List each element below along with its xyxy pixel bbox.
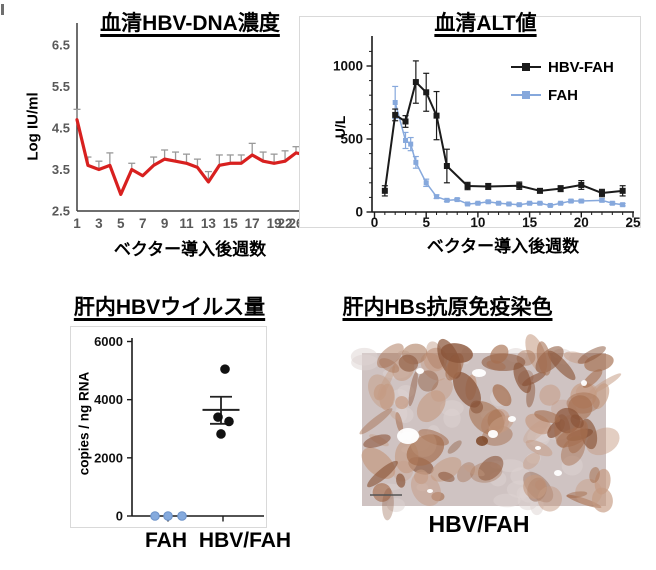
svg-text:4000: 4000 bbox=[94, 392, 123, 407]
svg-text:5.5: 5.5 bbox=[52, 79, 70, 94]
panel-title-serum-hbv-dna: 血清HBV-DNA濃度 bbox=[100, 12, 280, 35]
histology-caption: HBV/FAH bbox=[428, 511, 530, 537]
load-dots-hbv-fah bbox=[202, 364, 240, 439]
svg-text:17: 17 bbox=[245, 216, 260, 231]
svg-text:4.5: 4.5 bbox=[52, 121, 70, 136]
svg-text:7: 7 bbox=[139, 216, 147, 231]
svg-text:2.5: 2.5 bbox=[52, 204, 70, 219]
panel-title-liver-hbv-load: 肝内HBVウイルス量 bbox=[73, 296, 266, 319]
dark-stain-spot bbox=[476, 436, 488, 446]
svg-text:10: 10 bbox=[470, 215, 485, 230]
svg-text:11: 11 bbox=[179, 216, 194, 231]
svg-text:1: 1 bbox=[73, 216, 81, 231]
legend-item-hbv-fah: HBV-FAH bbox=[511, 58, 614, 76]
panel-liver-hbv-load-box bbox=[70, 326, 267, 528]
vessel-spots bbox=[397, 368, 587, 493]
svg-text:25: 25 bbox=[625, 215, 641, 230]
svg-text:20: 20 bbox=[574, 215, 589, 230]
load-dots-fah bbox=[150, 511, 187, 521]
svg-text:5: 5 bbox=[422, 215, 430, 230]
alt-x-ticks: 0 5 10 15 20 25 bbox=[371, 212, 641, 230]
dna-x-tick-labels: 135791113151719222630 bbox=[73, 216, 314, 231]
legend-item-fah: FAH bbox=[511, 86, 578, 104]
svg-text:500: 500 bbox=[340, 132, 363, 147]
svg-text:9: 9 bbox=[161, 216, 169, 231]
stain-texture bbox=[350, 334, 622, 521]
legend-marker-fah bbox=[511, 90, 541, 101]
panel-serum-alt-box bbox=[299, 16, 641, 228]
alt-series-hbv-fah bbox=[381, 60, 626, 198]
svg-text:2000: 2000 bbox=[94, 450, 123, 465]
alt-y-ticks: 0 500 1000 bbox=[333, 50, 372, 220]
hbv-dna-x-axis-label: ベクター導入後週数 bbox=[113, 240, 267, 259]
svg-text:1000: 1000 bbox=[333, 59, 363, 74]
hbv-dna-y-axis-label: Log IU/ml bbox=[24, 92, 42, 161]
load-category-ticks bbox=[167, 516, 224, 522]
dna-series-line bbox=[75, 118, 309, 196]
legend-marker-hbv-fah bbox=[511, 62, 541, 73]
dna-axes bbox=[76, 23, 308, 212]
svg-text:5: 5 bbox=[117, 216, 125, 231]
hbv-dna-line-chart: 2.53.54.55.56.5135791113151719222630 bbox=[52, 23, 314, 231]
svg-text:19: 19 bbox=[267, 216, 282, 231]
hbv-load-scatter-chart: 0 2000 4000 6000 bbox=[94, 334, 264, 524]
hbv-load-y-axis-label: copies / ng RNA bbox=[76, 371, 92, 476]
svg-text:13: 13 bbox=[201, 216, 217, 231]
svg-text:22: 22 bbox=[278, 216, 293, 231]
legend-label-hbv-fah: HBV-FAH bbox=[548, 58, 614, 76]
svg-text:3.5: 3.5 bbox=[52, 162, 70, 177]
alt-y-axis-label: U/L bbox=[332, 115, 348, 139]
svg-text:0: 0 bbox=[371, 215, 379, 230]
load-y-ticks: 0 2000 4000 6000 bbox=[94, 334, 132, 524]
svg-text:15: 15 bbox=[223, 216, 239, 231]
svg-text:6.5: 6.5 bbox=[52, 38, 70, 53]
alt-line-chart: 0 500 1000 0 5 10 15 20 25 bbox=[333, 36, 641, 230]
svg-text:0: 0 bbox=[355, 205, 363, 220]
svg-text:0: 0 bbox=[116, 509, 123, 524]
dna-error-bars bbox=[73, 108, 300, 182]
category-label-hbv-fah: HBV/FAH bbox=[198, 529, 292, 552]
panel-title-serum-alt: 血清ALT値 bbox=[434, 12, 537, 35]
dna-y-tick-labels: 2.5 3.5 4.5 5.5 6.5 bbox=[52, 38, 70, 219]
svg-text:6000: 6000 bbox=[94, 334, 123, 349]
load-axes bbox=[131, 338, 264, 517]
histology-image bbox=[350, 334, 622, 521]
category-label-fah: FAH bbox=[145, 529, 187, 552]
alt-series-fah bbox=[392, 85, 626, 208]
panel-title-hbs-stain: 肝内HBs抗原免疫染色 bbox=[342, 296, 553, 319]
svg-text:15: 15 bbox=[522, 215, 538, 230]
alt-x-axis-label: ベクター導入後週数 bbox=[426, 237, 580, 256]
svg-text:3: 3 bbox=[95, 216, 103, 231]
crop-artifact-mark bbox=[1, 4, 4, 15]
legend-label-fah: FAH bbox=[548, 86, 578, 104]
